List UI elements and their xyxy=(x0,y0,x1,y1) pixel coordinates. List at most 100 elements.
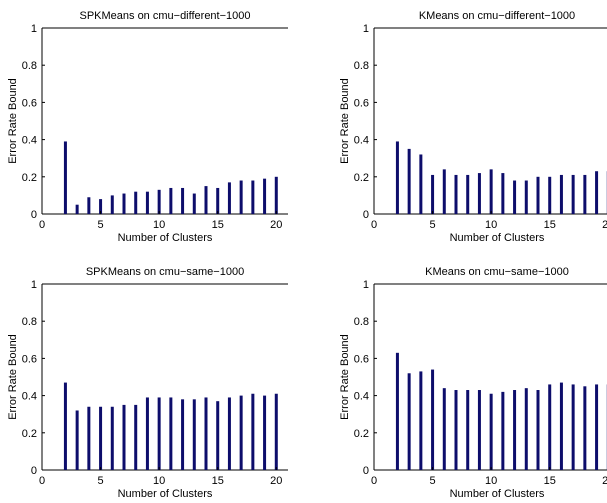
y-tick-label: 0.8 xyxy=(22,316,37,328)
bar xyxy=(466,390,470,470)
y-tick-label: 0 xyxy=(31,465,37,477)
bar xyxy=(431,174,435,214)
chart-panel: 0 5 10 15 20 0 0.2 0.4 0.6 0.8 1 KMeans on cmu−same… xyxy=(339,266,607,500)
x-tick-label: 0 xyxy=(371,219,377,231)
bar xyxy=(501,173,505,214)
bar xyxy=(251,180,255,214)
y-tick-label: 0.8 xyxy=(354,60,369,72)
bar xyxy=(122,404,126,470)
x-tick-label: 15 xyxy=(544,219,556,231)
y-axis-label: Error Rate Bound xyxy=(339,78,351,164)
y-tick-label: 0.2 xyxy=(22,428,37,440)
bar xyxy=(595,171,599,214)
bar xyxy=(157,397,161,470)
bar xyxy=(216,401,220,470)
bar xyxy=(145,191,149,214)
x-tick-label: 20 xyxy=(602,219,607,231)
y-tick-label: 0.2 xyxy=(22,172,37,184)
bar xyxy=(251,393,255,470)
x-axis-label: Number of Clusters xyxy=(118,232,213,244)
bar xyxy=(407,373,411,470)
bar xyxy=(192,193,196,214)
bar xyxy=(571,384,575,470)
bar xyxy=(274,176,278,214)
bar xyxy=(274,393,278,470)
x-tick-label: 15 xyxy=(212,475,224,487)
chart-title: KMeans on cmu−different−1000 xyxy=(419,10,575,22)
y-tick-label: 0.2 xyxy=(354,172,369,184)
y-tick-label: 0.4 xyxy=(354,391,369,403)
y-tick-label: 1 xyxy=(31,23,37,35)
bar xyxy=(263,178,267,214)
chart-panel: 0 5 10 15 20 0 0.2 0.4 0.6 0.8 1 SPKMeans on cmu−sa… xyxy=(7,266,288,500)
bar xyxy=(169,397,173,470)
bar xyxy=(99,406,103,470)
bar xyxy=(419,154,423,214)
y-tick-label: 0.4 xyxy=(22,391,37,403)
y-tick-label: 0.6 xyxy=(354,97,369,109)
bar xyxy=(442,169,446,214)
x-tick-label: 5 xyxy=(430,219,436,231)
bar xyxy=(181,187,185,214)
y-tick-label: 0.8 xyxy=(354,316,369,328)
y-tick-label: 0.6 xyxy=(354,353,369,365)
bar xyxy=(524,388,528,470)
y-tick-label: 0.8 xyxy=(22,60,37,72)
x-tick-label: 5 xyxy=(98,219,104,231)
x-axis-label: Number of Clusters xyxy=(450,488,545,500)
y-tick-label: 1 xyxy=(363,279,369,291)
bar xyxy=(407,148,411,214)
chart-panel: 0 5 10 15 20 0 0.2 0.4 0.6 0.8 1 KMeans on cmu−diff… xyxy=(339,10,607,244)
bar xyxy=(431,369,435,470)
x-tick-label: 15 xyxy=(212,219,224,231)
bar xyxy=(536,390,540,470)
chart-panel: 0 5 10 15 20 0 0.2 0.4 0.6 0.8 1 SPKMeans on cmu−di… xyxy=(7,10,288,244)
bar xyxy=(536,176,540,214)
bar xyxy=(263,395,267,470)
x-tick-label: 10 xyxy=(153,475,165,487)
x-tick-label: 10 xyxy=(485,475,497,487)
bar xyxy=(169,187,173,214)
x-tick-label: 10 xyxy=(485,219,497,231)
x-tick-label: 20 xyxy=(270,219,282,231)
bar xyxy=(454,174,458,214)
chart-title: SPKMeans on cmu−different−1000 xyxy=(79,10,250,22)
bar xyxy=(466,174,470,214)
y-tick-label: 0 xyxy=(363,209,369,221)
bar xyxy=(583,174,587,214)
x-tick-label: 20 xyxy=(602,475,607,487)
bar xyxy=(513,390,517,470)
y-tick-label: 0.6 xyxy=(22,353,37,365)
y-tick-label: 1 xyxy=(31,279,37,291)
bar xyxy=(75,204,79,214)
bar xyxy=(477,173,481,214)
bar xyxy=(583,386,587,470)
bar xyxy=(395,141,399,214)
x-tick-label: 0 xyxy=(39,475,45,487)
bar xyxy=(122,193,126,214)
x-tick-label: 15 xyxy=(544,475,556,487)
y-axis-label: Error Rate Bound xyxy=(339,334,351,420)
bar xyxy=(227,397,231,470)
bar xyxy=(204,397,208,470)
bar xyxy=(559,382,563,470)
bar xyxy=(87,197,91,214)
bar xyxy=(477,390,481,470)
bar xyxy=(419,371,423,470)
bar xyxy=(489,169,493,214)
bar xyxy=(99,199,103,214)
bar xyxy=(548,176,552,214)
bar xyxy=(134,191,138,214)
x-tick-label: 5 xyxy=(98,475,104,487)
bar xyxy=(595,384,599,470)
bar xyxy=(204,186,208,214)
bar xyxy=(157,189,161,214)
bar xyxy=(110,195,114,214)
y-tick-label: 0 xyxy=(31,209,37,221)
bar xyxy=(548,384,552,470)
x-tick-label: 20 xyxy=(270,475,282,487)
bar xyxy=(489,393,493,470)
bar xyxy=(395,352,399,470)
bar xyxy=(134,404,138,470)
